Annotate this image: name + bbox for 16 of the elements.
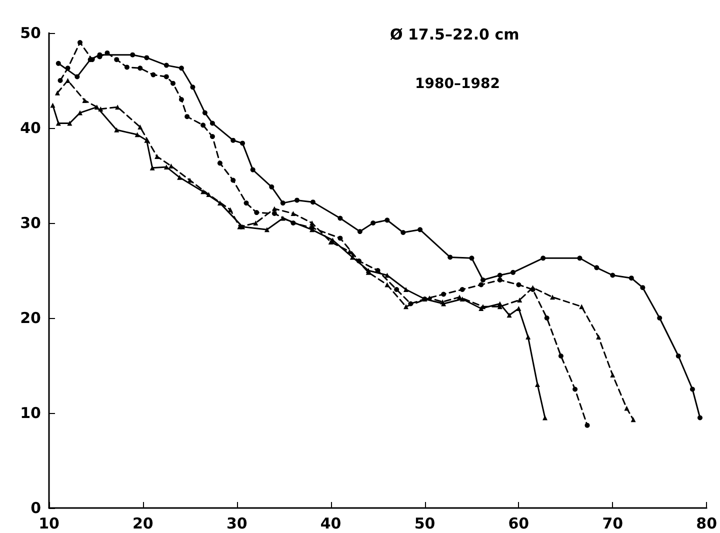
x-tick-label: 10 [38,514,60,532]
x-tick-label: 30 [226,514,248,532]
y-tick-label: 50 [20,24,41,42]
x-tick-label: 20 [132,514,154,532]
x-tick-label: 50 [414,514,436,532]
x-tick-label: 80 [696,514,717,532]
text: 1980–1982 [415,76,500,92]
x-tick-label: 60 [508,514,530,532]
chart-title: Ø 17.5–22.0 cm [390,26,520,44]
y-tick-label: 30 [20,214,41,232]
y-tick-label: 0 [30,499,41,517]
x-tick-label: 40 [320,514,342,532]
x-tick-label: 70 [602,514,624,532]
y-tick-label: 40 [20,119,41,137]
y-tick-label: 20 [20,309,41,327]
y-tick-label: 10 [20,404,41,422]
